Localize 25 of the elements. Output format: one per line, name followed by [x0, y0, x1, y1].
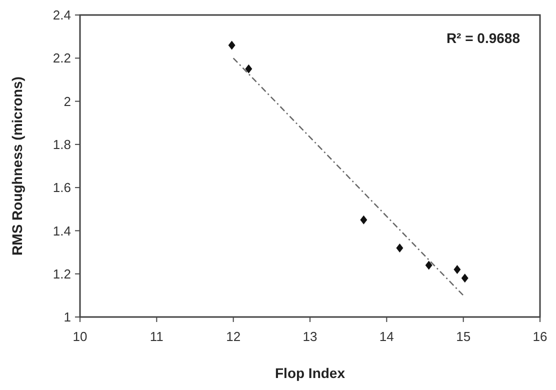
- y-axis-title: RMS Roughness (microns): [9, 76, 25, 256]
- x-tick-label: 11: [150, 329, 164, 344]
- x-tick-label: 15: [456, 329, 471, 344]
- y-tick-label: 2.4: [52, 8, 71, 23]
- x-tick-label: 10: [72, 329, 88, 344]
- y-tick-label: 1.6: [52, 180, 71, 196]
- annotation: R² = 0.9688: [446, 30, 520, 46]
- y-tick-label: 2.2: [52, 50, 71, 66]
- x-tick-label: 13: [302, 329, 318, 344]
- point: [360, 215, 368, 224]
- point: [245, 64, 252, 74]
- x-tick-label: 14: [379, 329, 394, 344]
- y-tick-label: 1.8: [52, 136, 71, 152]
- y-tick-label: 1: [64, 310, 71, 325]
- point: [396, 243, 404, 252]
- point: [461, 274, 468, 283]
- x-tick-label: 16: [532, 329, 548, 344]
- point: [228, 40, 236, 50]
- point: [425, 260, 432, 270]
- y-tick-label: 1.4: [52, 223, 71, 238]
- x-tick-label: 12: [226, 329, 241, 344]
- x-axis-title: Flop Index: [275, 365, 346, 381]
- y-tick-label: 1.2: [52, 266, 71, 282]
- point: [454, 265, 461, 274]
- y-tick-label: 2: [64, 94, 71, 109]
